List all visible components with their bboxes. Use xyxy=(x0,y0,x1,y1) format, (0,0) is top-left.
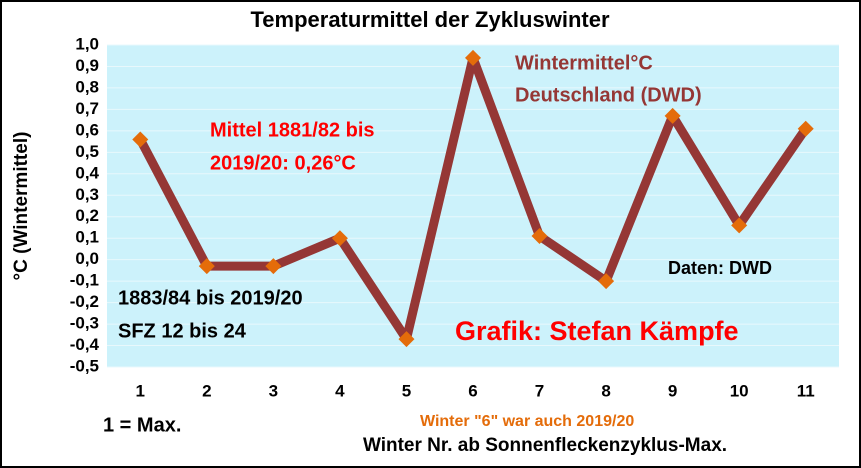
y-tick-label: 0,4 xyxy=(75,163,99,182)
y-tick-label: 0,5 xyxy=(75,142,99,161)
chart-title: Temperaturmittel der Zykluswinter xyxy=(250,7,609,32)
data-marker xyxy=(731,217,748,234)
x-tick-label: 3 xyxy=(269,381,278,400)
y-tick-label: 0,0 xyxy=(75,249,99,268)
annotation: Mittel 1881/82 bis xyxy=(210,119,375,141)
data-marker xyxy=(465,49,481,66)
x-tick-label: 7 xyxy=(535,381,544,400)
annotation: Wintermittel°C xyxy=(515,52,653,74)
x-tick-label: 10 xyxy=(730,381,749,400)
y-tick-label: -0,5 xyxy=(70,356,99,375)
data-marker xyxy=(797,120,814,137)
x-tick-label: 5 xyxy=(402,381,411,400)
annotation: Grafik: Stefan Kämpfe xyxy=(455,316,739,346)
y-tick-label: -0,2 xyxy=(70,292,99,311)
y-tick-label: 0,8 xyxy=(75,77,99,96)
data-marker xyxy=(198,258,215,275)
y-tick-label: 0,1 xyxy=(75,228,99,247)
y-tick-label: 0,2 xyxy=(75,206,99,225)
annotation: SFZ 12 bis 24 xyxy=(118,320,247,342)
x-tick-label: 8 xyxy=(601,381,610,400)
data-marker xyxy=(664,107,681,124)
x-tick-label: 6 xyxy=(468,381,477,400)
data-marker xyxy=(398,331,415,348)
x-tick-label: 1 xyxy=(136,381,145,400)
y-tick-label: -0,3 xyxy=(70,314,99,333)
y-tick-label: 0,6 xyxy=(75,120,99,139)
y-tick-label: -0,1 xyxy=(70,271,99,290)
annotation: 1 = Max. xyxy=(103,414,181,436)
data-marker xyxy=(531,228,548,245)
plot-area xyxy=(107,45,839,367)
x-tick-label: 4 xyxy=(335,381,345,400)
x-tick-label: 11 xyxy=(797,381,815,400)
data-marker xyxy=(598,273,615,290)
annotation: 2019/20: 0,26°C xyxy=(210,152,356,174)
y-axis-label: °C (Wintermittel) xyxy=(11,132,32,281)
data-marker xyxy=(331,230,348,247)
y-tick-label: 1,0 xyxy=(75,34,99,53)
x-tick-label: 2 xyxy=(202,381,211,400)
annotation: Winter "6" war auch 2019/20 xyxy=(420,413,634,430)
x-tick-label: 9 xyxy=(668,381,677,400)
y-tick-label: 0,7 xyxy=(75,99,99,118)
annotation: 1883/84 bis 2019/20 xyxy=(118,287,303,309)
annotation: Daten: DWD xyxy=(668,258,772,278)
x-axis-label: Winter Nr. ab Sonnenfleckenzyklus-Max. xyxy=(363,435,727,456)
data-marker xyxy=(265,258,282,275)
y-tick-label: 0,3 xyxy=(75,185,99,204)
y-tick-label: 0,9 xyxy=(75,56,99,75)
y-tick-label: -0,4 xyxy=(70,335,100,354)
annotation: Deutschland (DWD) xyxy=(515,84,702,106)
data-marker xyxy=(132,131,149,148)
